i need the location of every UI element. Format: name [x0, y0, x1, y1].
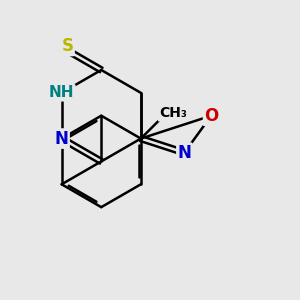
Text: CH₃: CH₃ [159, 106, 187, 120]
Text: N: N [177, 144, 191, 162]
Text: NH: NH [49, 85, 74, 100]
Text: N: N [55, 130, 69, 148]
Text: S: S [61, 37, 74, 55]
Text: O: O [204, 107, 218, 125]
